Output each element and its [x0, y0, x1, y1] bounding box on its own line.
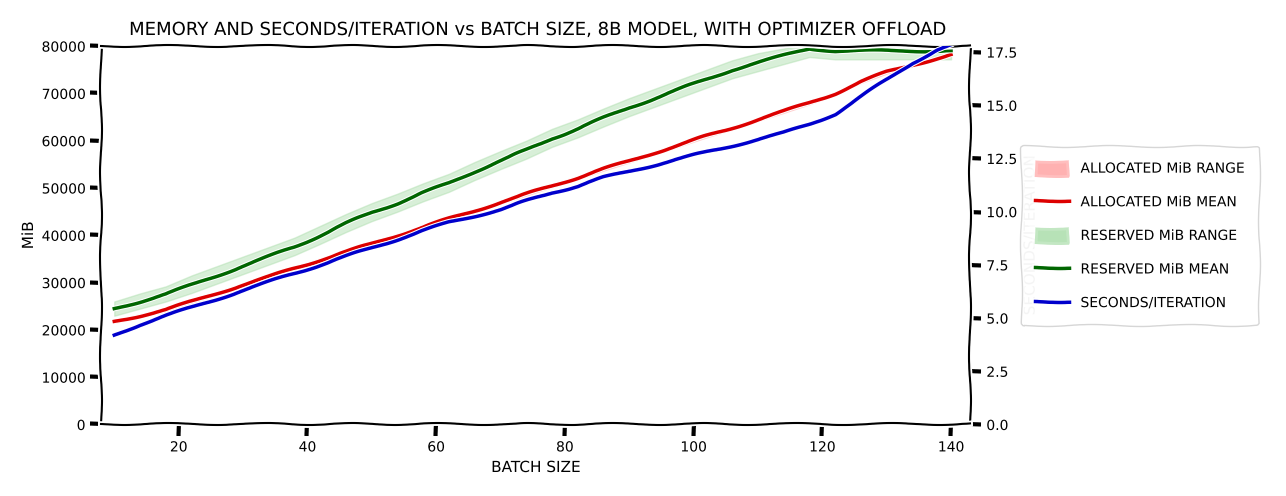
Y-axis label: MiB: MiB [21, 221, 36, 249]
Y-axis label: SECONDS/ITERATION: SECONDS/ITERATION [1022, 155, 1038, 315]
X-axis label: BATCH SIZE: BATCH SIZE [491, 460, 581, 475]
Title: MEMORY AND SECONDS/ITERATION vs BATCH SIZE, 8B MODEL, WITH OPTIMIZER OFFLOAD: MEMORY AND SECONDS/ITERATION vs BATCH SI… [129, 21, 943, 39]
Legend: ALLOCATED MiB RANGE, ALLOCATED MiB MEAN, RESERVED MiB RANGE, RESERVED MiB MEAN, : ALLOCATED MiB RANGE, ALLOCATED MiB MEAN,… [1021, 146, 1259, 325]
